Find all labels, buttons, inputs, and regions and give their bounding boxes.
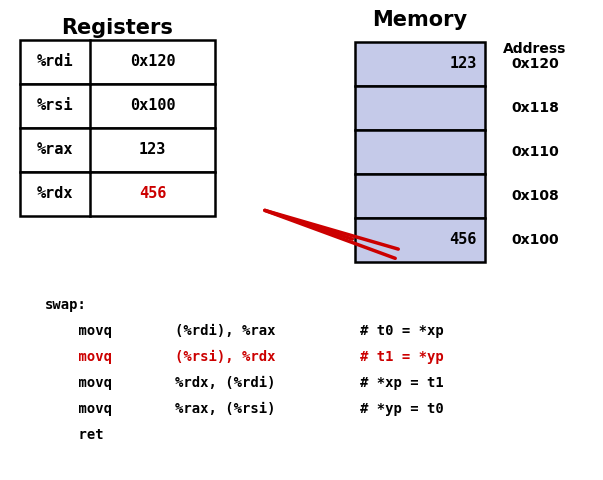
Text: 456: 456 xyxy=(450,232,477,248)
Bar xyxy=(20,84,215,128)
Bar xyxy=(355,86,485,130)
Text: # *xp = t1: # *xp = t1 xyxy=(360,376,444,390)
Bar xyxy=(20,40,215,84)
Text: 123: 123 xyxy=(450,57,477,72)
Text: 0x118: 0x118 xyxy=(511,101,559,115)
Text: %rsi: %rsi xyxy=(37,98,73,113)
Text: 0x120: 0x120 xyxy=(130,55,175,70)
Bar xyxy=(20,128,215,172)
Text: 456: 456 xyxy=(139,187,166,202)
Text: 0x100: 0x100 xyxy=(511,233,559,247)
Bar xyxy=(355,218,485,262)
Bar xyxy=(355,174,485,218)
Text: movq: movq xyxy=(45,350,112,364)
Text: # t1 = *yp: # t1 = *yp xyxy=(360,350,444,364)
Text: %rdi: %rdi xyxy=(37,55,73,70)
Text: # *yp = t0: # *yp = t0 xyxy=(360,402,444,416)
Text: %rax: %rax xyxy=(37,143,73,157)
Text: movq: movq xyxy=(45,324,112,338)
Text: %rdx: %rdx xyxy=(37,187,73,202)
Text: 0x120: 0x120 xyxy=(511,57,559,71)
Text: Registers: Registers xyxy=(62,18,174,38)
Text: # t0 = *xp: # t0 = *xp xyxy=(360,324,444,338)
Text: %rdx, (%rdi): %rdx, (%rdi) xyxy=(175,376,276,390)
Text: ret: ret xyxy=(45,428,104,442)
Text: (%rsi), %rdx: (%rsi), %rdx xyxy=(175,350,276,364)
Text: movq: movq xyxy=(45,402,112,416)
Text: movq: movq xyxy=(45,376,112,390)
Text: (%rdi), %rax: (%rdi), %rax xyxy=(175,324,276,338)
Text: 0x110: 0x110 xyxy=(511,145,559,159)
Bar xyxy=(355,130,485,174)
Text: Memory: Memory xyxy=(373,10,467,30)
Bar xyxy=(20,172,215,216)
Text: swap:: swap: xyxy=(45,298,87,312)
Text: 123: 123 xyxy=(139,143,166,157)
Text: %rax, (%rsi): %rax, (%rsi) xyxy=(175,402,276,416)
Text: 0x108: 0x108 xyxy=(511,189,559,203)
Text: Address: Address xyxy=(504,42,567,56)
Bar xyxy=(355,42,485,86)
Text: 0x100: 0x100 xyxy=(130,98,175,113)
